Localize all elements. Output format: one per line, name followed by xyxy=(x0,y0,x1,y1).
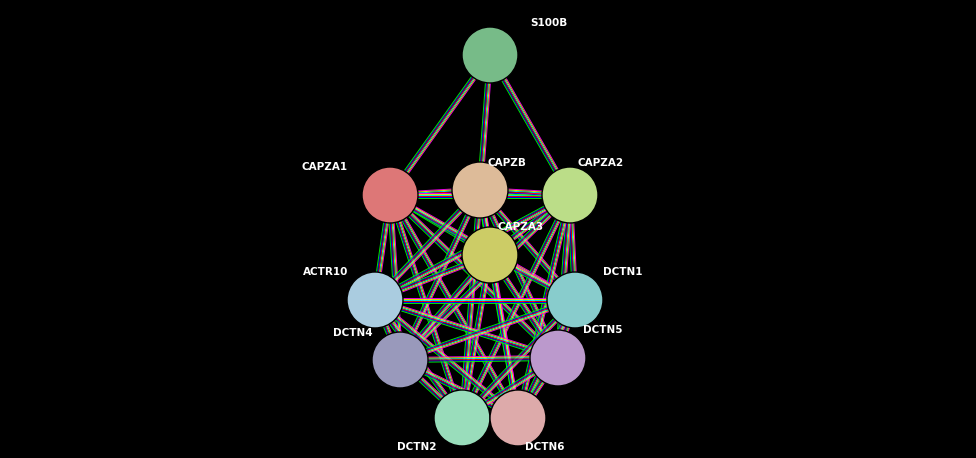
Text: ACTR10: ACTR10 xyxy=(303,267,348,277)
Text: DCTN4: DCTN4 xyxy=(334,328,373,338)
Circle shape xyxy=(362,167,418,223)
Text: CAPZA2: CAPZA2 xyxy=(578,158,624,168)
Circle shape xyxy=(462,227,518,283)
Text: S100B: S100B xyxy=(530,18,567,28)
Text: DCTN1: DCTN1 xyxy=(603,267,642,277)
Circle shape xyxy=(347,272,403,328)
Text: CAPZB: CAPZB xyxy=(488,158,527,168)
Circle shape xyxy=(490,390,546,446)
Circle shape xyxy=(434,390,490,446)
Text: DCTN6: DCTN6 xyxy=(525,442,564,452)
Circle shape xyxy=(372,332,428,388)
Text: CAPZA3: CAPZA3 xyxy=(498,222,545,232)
Circle shape xyxy=(462,27,518,83)
Circle shape xyxy=(547,272,603,328)
Circle shape xyxy=(542,167,598,223)
Circle shape xyxy=(452,162,508,218)
Text: CAPZA1: CAPZA1 xyxy=(302,162,348,172)
Text: DCTN2: DCTN2 xyxy=(396,442,436,452)
Circle shape xyxy=(530,330,586,386)
Text: DCTN5: DCTN5 xyxy=(583,325,623,335)
